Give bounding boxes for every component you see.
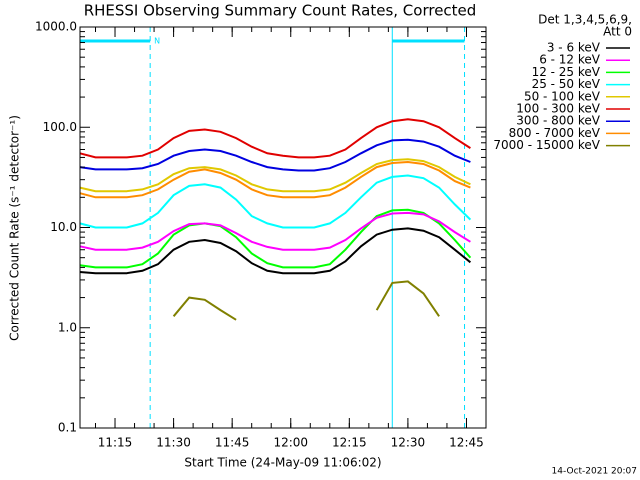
x-tick-label: 12:00 bbox=[273, 436, 308, 450]
legend-label: 12 - 25 keV bbox=[532, 65, 601, 79]
x-tick-label: 12:15 bbox=[332, 436, 367, 450]
chart-title: RHESSI Observing Summary Count Rates, Co… bbox=[84, 2, 477, 20]
x-tick-label: 11:30 bbox=[156, 436, 191, 450]
y-tick-label: 1.0 bbox=[58, 320, 77, 334]
legend-label: 300 - 800 keV bbox=[516, 114, 600, 128]
series-line bbox=[79, 160, 471, 199]
legend-label: 7000 - 15000 keV bbox=[493, 138, 600, 152]
y-tick-label: 0.1 bbox=[58, 421, 77, 435]
x-tick-label: 11:15 bbox=[98, 436, 133, 450]
timestamp: 14-Oct-2021 20:07 bbox=[552, 467, 637, 477]
y-tick-label: 1000.0 bbox=[35, 20, 77, 34]
y-axis-label: Corrected Count Rate (s⁻¹ detector⁻¹) bbox=[8, 115, 22, 341]
legend-header: Det 1,3,4,5,6,9, bbox=[538, 13, 632, 27]
series-line bbox=[79, 118, 471, 159]
legend-label: 3 - 6 keV bbox=[547, 41, 601, 55]
series-line bbox=[172, 280, 440, 321]
series-line bbox=[79, 211, 471, 251]
legend-label: 6 - 12 keV bbox=[539, 53, 601, 67]
x-axis-label: Start Time (24-May-09 11:06:02) bbox=[184, 456, 381, 470]
legend-label: 50 - 100 keV bbox=[524, 89, 601, 103]
x-tick-label: 11:45 bbox=[215, 436, 250, 450]
legend-header: Att 0 bbox=[603, 25, 632, 39]
series-line bbox=[79, 174, 472, 229]
y-tick-label: 10.0 bbox=[50, 220, 77, 234]
series-line bbox=[79, 227, 472, 275]
x-tick-label: 12:30 bbox=[391, 436, 426, 450]
legend-label: 100 - 300 keV bbox=[516, 102, 600, 116]
legend-label: 800 - 7000 keV bbox=[509, 126, 601, 140]
series-line bbox=[79, 158, 471, 193]
y-tick-label: 100.0 bbox=[43, 120, 77, 134]
legend-label: 25 - 50 keV bbox=[532, 77, 601, 91]
series-line bbox=[79, 208, 472, 269]
night-label: N bbox=[154, 37, 160, 46]
series-line bbox=[79, 138, 471, 172]
x-tick-label: 12:45 bbox=[449, 436, 484, 450]
